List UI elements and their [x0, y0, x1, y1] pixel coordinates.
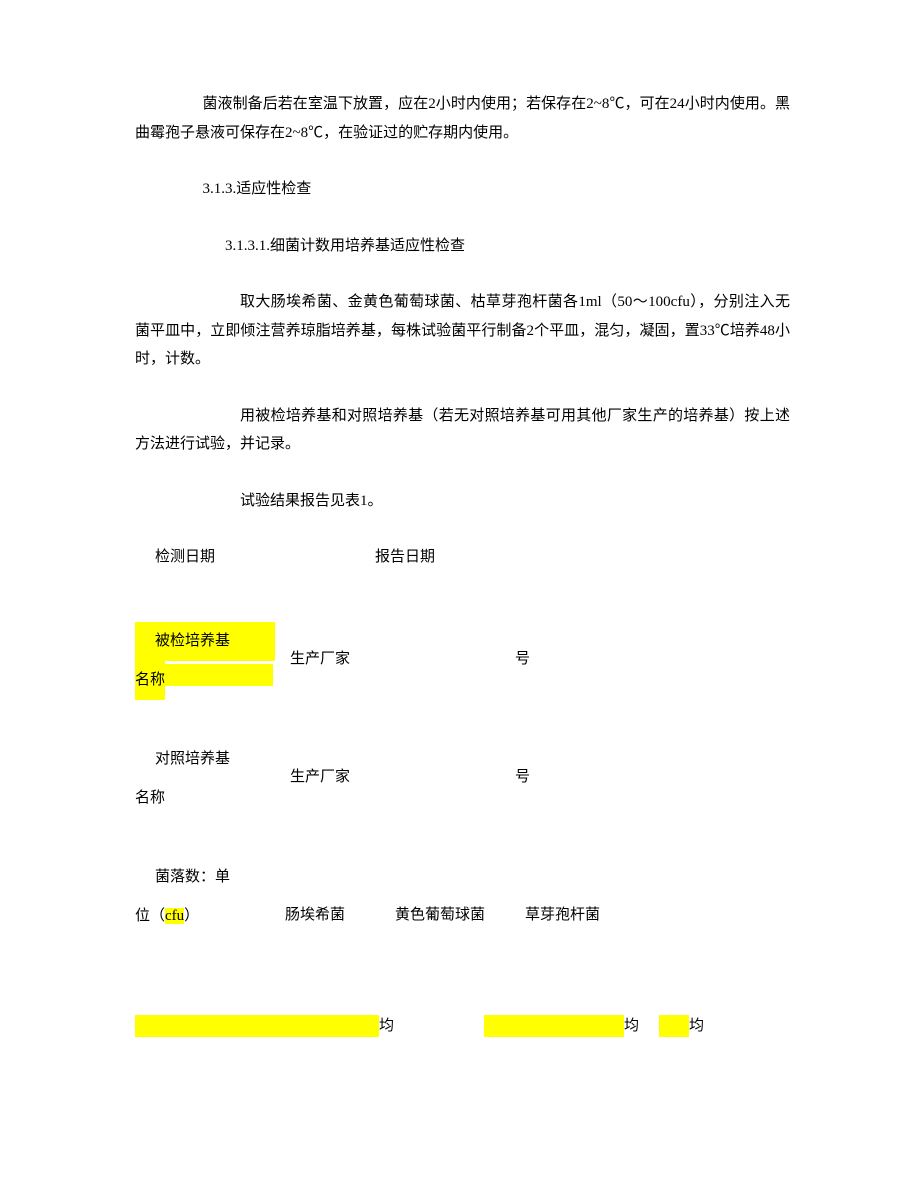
label-report-date: 报告日期	[375, 543, 435, 572]
label-number-1: 号	[515, 622, 530, 679]
avg-label-2: 均	[624, 1012, 639, 1041]
paragraph-1: 菌液制备后若在室温下放置，应在2小时内使用；若保存在2~8℃，可在24小时内使用…	[135, 90, 790, 147]
heading-3-1-3: 3.1.3.适应性检查	[135, 175, 790, 204]
label-colony-l1: 菌落数：单	[135, 869, 230, 885]
highlight-block-1	[165, 664, 273, 686]
row-averages: 均 均 均	[135, 1012, 790, 1041]
label-test-date: 检测日期	[135, 543, 375, 572]
label-control-medium-l1: 对照培养基	[135, 751, 230, 767]
avg-label-3: 均	[689, 1012, 704, 1041]
row-test-medium: 被检培养基 名称 生产厂家 号	[135, 622, 790, 700]
paragraph-3: 用被检培养基和对照培养基（若无对照培养基可用其他厂家生产的培养基）按上述方法进行…	[135, 402, 790, 459]
paragraph-4: 试验结果报告见表1。	[135, 487, 790, 516]
col-bacillus: 草芽孢杆菌	[525, 858, 600, 935]
label-manufacturer-1: 生产厂家	[275, 622, 515, 679]
heading-3-1-3-1: 3.1.3.1.细菌计数用培养基适应性检查	[135, 232, 790, 261]
row-dates: 检测日期 报告日期	[135, 543, 790, 572]
highlight-block-4	[659, 1015, 689, 1037]
label-colony-l2: 位（cfu）	[135, 908, 199, 924]
label-test-medium-l2: 名称	[135, 661, 165, 700]
row-control-medium: 对照培养基 名称 生产厂家 号	[135, 740, 790, 818]
row-colony-header: 菌落数：单 位（cfu） 肠埃希菌 黄色葡萄球菌 草芽孢杆菌	[135, 858, 790, 936]
label-number-2: 号	[515, 740, 530, 797]
label-test-medium-l1: 被检培养基	[135, 622, 275, 661]
label-manufacturer-2: 生产厂家	[275, 740, 515, 797]
col-ecoli: 肠埃希菌	[285, 858, 395, 935]
paragraph-2: 取大肠埃希菌、金黄色葡萄球菌、枯草芽孢杆菌各1ml（50～100cfu），分别注…	[135, 288, 790, 374]
label-control-medium-l2: 名称	[135, 790, 165, 806]
form-area: 检测日期 报告日期 被检培养基 名称 生产厂家 号 对照培养基 名称 生产厂家 …	[135, 543, 790, 1040]
highlight-block-3	[484, 1015, 624, 1037]
highlight-block-2	[135, 1015, 379, 1037]
col-staph: 黄色葡萄球菌	[395, 858, 525, 935]
avg-label-1: 均	[379, 1012, 394, 1041]
